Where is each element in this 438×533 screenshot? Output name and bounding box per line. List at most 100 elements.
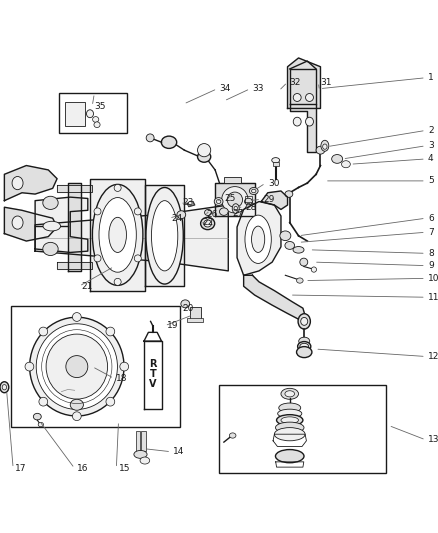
Circle shape: [39, 327, 48, 336]
Ellipse shape: [297, 342, 310, 351]
Text: 25: 25: [223, 194, 235, 203]
Ellipse shape: [322, 144, 326, 149]
Ellipse shape: [38, 422, 43, 427]
Ellipse shape: [299, 258, 307, 266]
Text: 21: 21: [81, 282, 92, 291]
Text: 20: 20: [182, 304, 193, 313]
Text: 35: 35: [94, 102, 106, 111]
Ellipse shape: [299, 343, 308, 350]
Ellipse shape: [249, 188, 258, 195]
Ellipse shape: [200, 217, 214, 230]
Text: 28: 28: [245, 203, 257, 212]
Text: 29: 29: [263, 195, 274, 204]
Ellipse shape: [293, 117, 300, 126]
Ellipse shape: [271, 158, 279, 163]
Circle shape: [106, 397, 114, 406]
Text: 9: 9: [427, 261, 433, 270]
Ellipse shape: [296, 346, 311, 358]
Ellipse shape: [204, 209, 211, 215]
Circle shape: [197, 143, 210, 157]
Polygon shape: [187, 201, 194, 207]
Circle shape: [120, 362, 128, 371]
Polygon shape: [289, 69, 315, 104]
Text: 4: 4: [427, 155, 433, 164]
Polygon shape: [289, 61, 315, 69]
Ellipse shape: [99, 198, 136, 272]
Ellipse shape: [140, 457, 149, 464]
Ellipse shape: [43, 243, 58, 255]
Ellipse shape: [280, 417, 298, 423]
Circle shape: [72, 312, 81, 321]
Text: 11: 11: [427, 293, 438, 302]
Ellipse shape: [92, 184, 143, 285]
Ellipse shape: [134, 450, 147, 458]
Ellipse shape: [12, 176, 23, 190]
Polygon shape: [35, 214, 166, 262]
Ellipse shape: [293, 247, 304, 253]
Polygon shape: [90, 179, 145, 290]
Text: 27: 27: [232, 209, 244, 219]
Ellipse shape: [2, 385, 7, 390]
Ellipse shape: [305, 93, 313, 101]
Ellipse shape: [341, 161, 350, 168]
Polygon shape: [57, 185, 92, 192]
Polygon shape: [287, 58, 320, 108]
Text: 33: 33: [252, 84, 263, 93]
Text: 16: 16: [77, 464, 88, 473]
Text: 14: 14: [173, 447, 184, 456]
Bar: [219, 385, 385, 473]
Polygon shape: [144, 341, 161, 409]
Bar: [186, 318, 203, 322]
Circle shape: [114, 278, 121, 285]
Text: 24: 24: [171, 214, 182, 223]
Ellipse shape: [284, 241, 294, 249]
Polygon shape: [4, 207, 57, 241]
Polygon shape: [237, 201, 280, 275]
Text: 8: 8: [427, 249, 433, 258]
Circle shape: [106, 327, 114, 336]
Bar: [272, 162, 278, 166]
Polygon shape: [35, 197, 88, 253]
Ellipse shape: [12, 216, 23, 229]
Ellipse shape: [251, 189, 255, 193]
Ellipse shape: [33, 414, 41, 420]
Circle shape: [94, 255, 101, 262]
Text: 17: 17: [15, 464, 27, 473]
Bar: [141, 431, 145, 451]
Text: 1: 1: [427, 73, 433, 82]
Ellipse shape: [305, 117, 313, 126]
Polygon shape: [144, 333, 161, 341]
Ellipse shape: [29, 317, 124, 416]
Ellipse shape: [320, 140, 328, 151]
Ellipse shape: [177, 211, 185, 219]
Text: 31: 31: [320, 78, 331, 87]
Polygon shape: [166, 205, 228, 271]
Ellipse shape: [232, 204, 239, 213]
Text: 32: 32: [289, 78, 300, 87]
Ellipse shape: [300, 318, 307, 325]
Ellipse shape: [251, 226, 264, 253]
Ellipse shape: [188, 201, 193, 206]
Circle shape: [94, 208, 101, 215]
Circle shape: [134, 255, 141, 262]
Text: 3: 3: [427, 141, 433, 150]
Polygon shape: [261, 191, 287, 209]
Ellipse shape: [277, 409, 301, 418]
Circle shape: [72, 412, 81, 421]
Ellipse shape: [145, 188, 183, 284]
Ellipse shape: [43, 221, 60, 231]
Bar: [189, 307, 200, 320]
Ellipse shape: [284, 391, 294, 397]
Text: 34: 34: [219, 84, 230, 93]
Bar: [59, 93, 127, 133]
Ellipse shape: [214, 198, 223, 206]
Polygon shape: [57, 262, 92, 269]
Polygon shape: [243, 275, 304, 319]
Bar: [223, 176, 241, 183]
Ellipse shape: [280, 389, 298, 399]
Ellipse shape: [227, 192, 242, 207]
Ellipse shape: [92, 117, 99, 122]
Text: 22: 22: [201, 218, 213, 227]
Text: 18: 18: [116, 374, 127, 383]
Text: 12: 12: [427, 352, 438, 361]
